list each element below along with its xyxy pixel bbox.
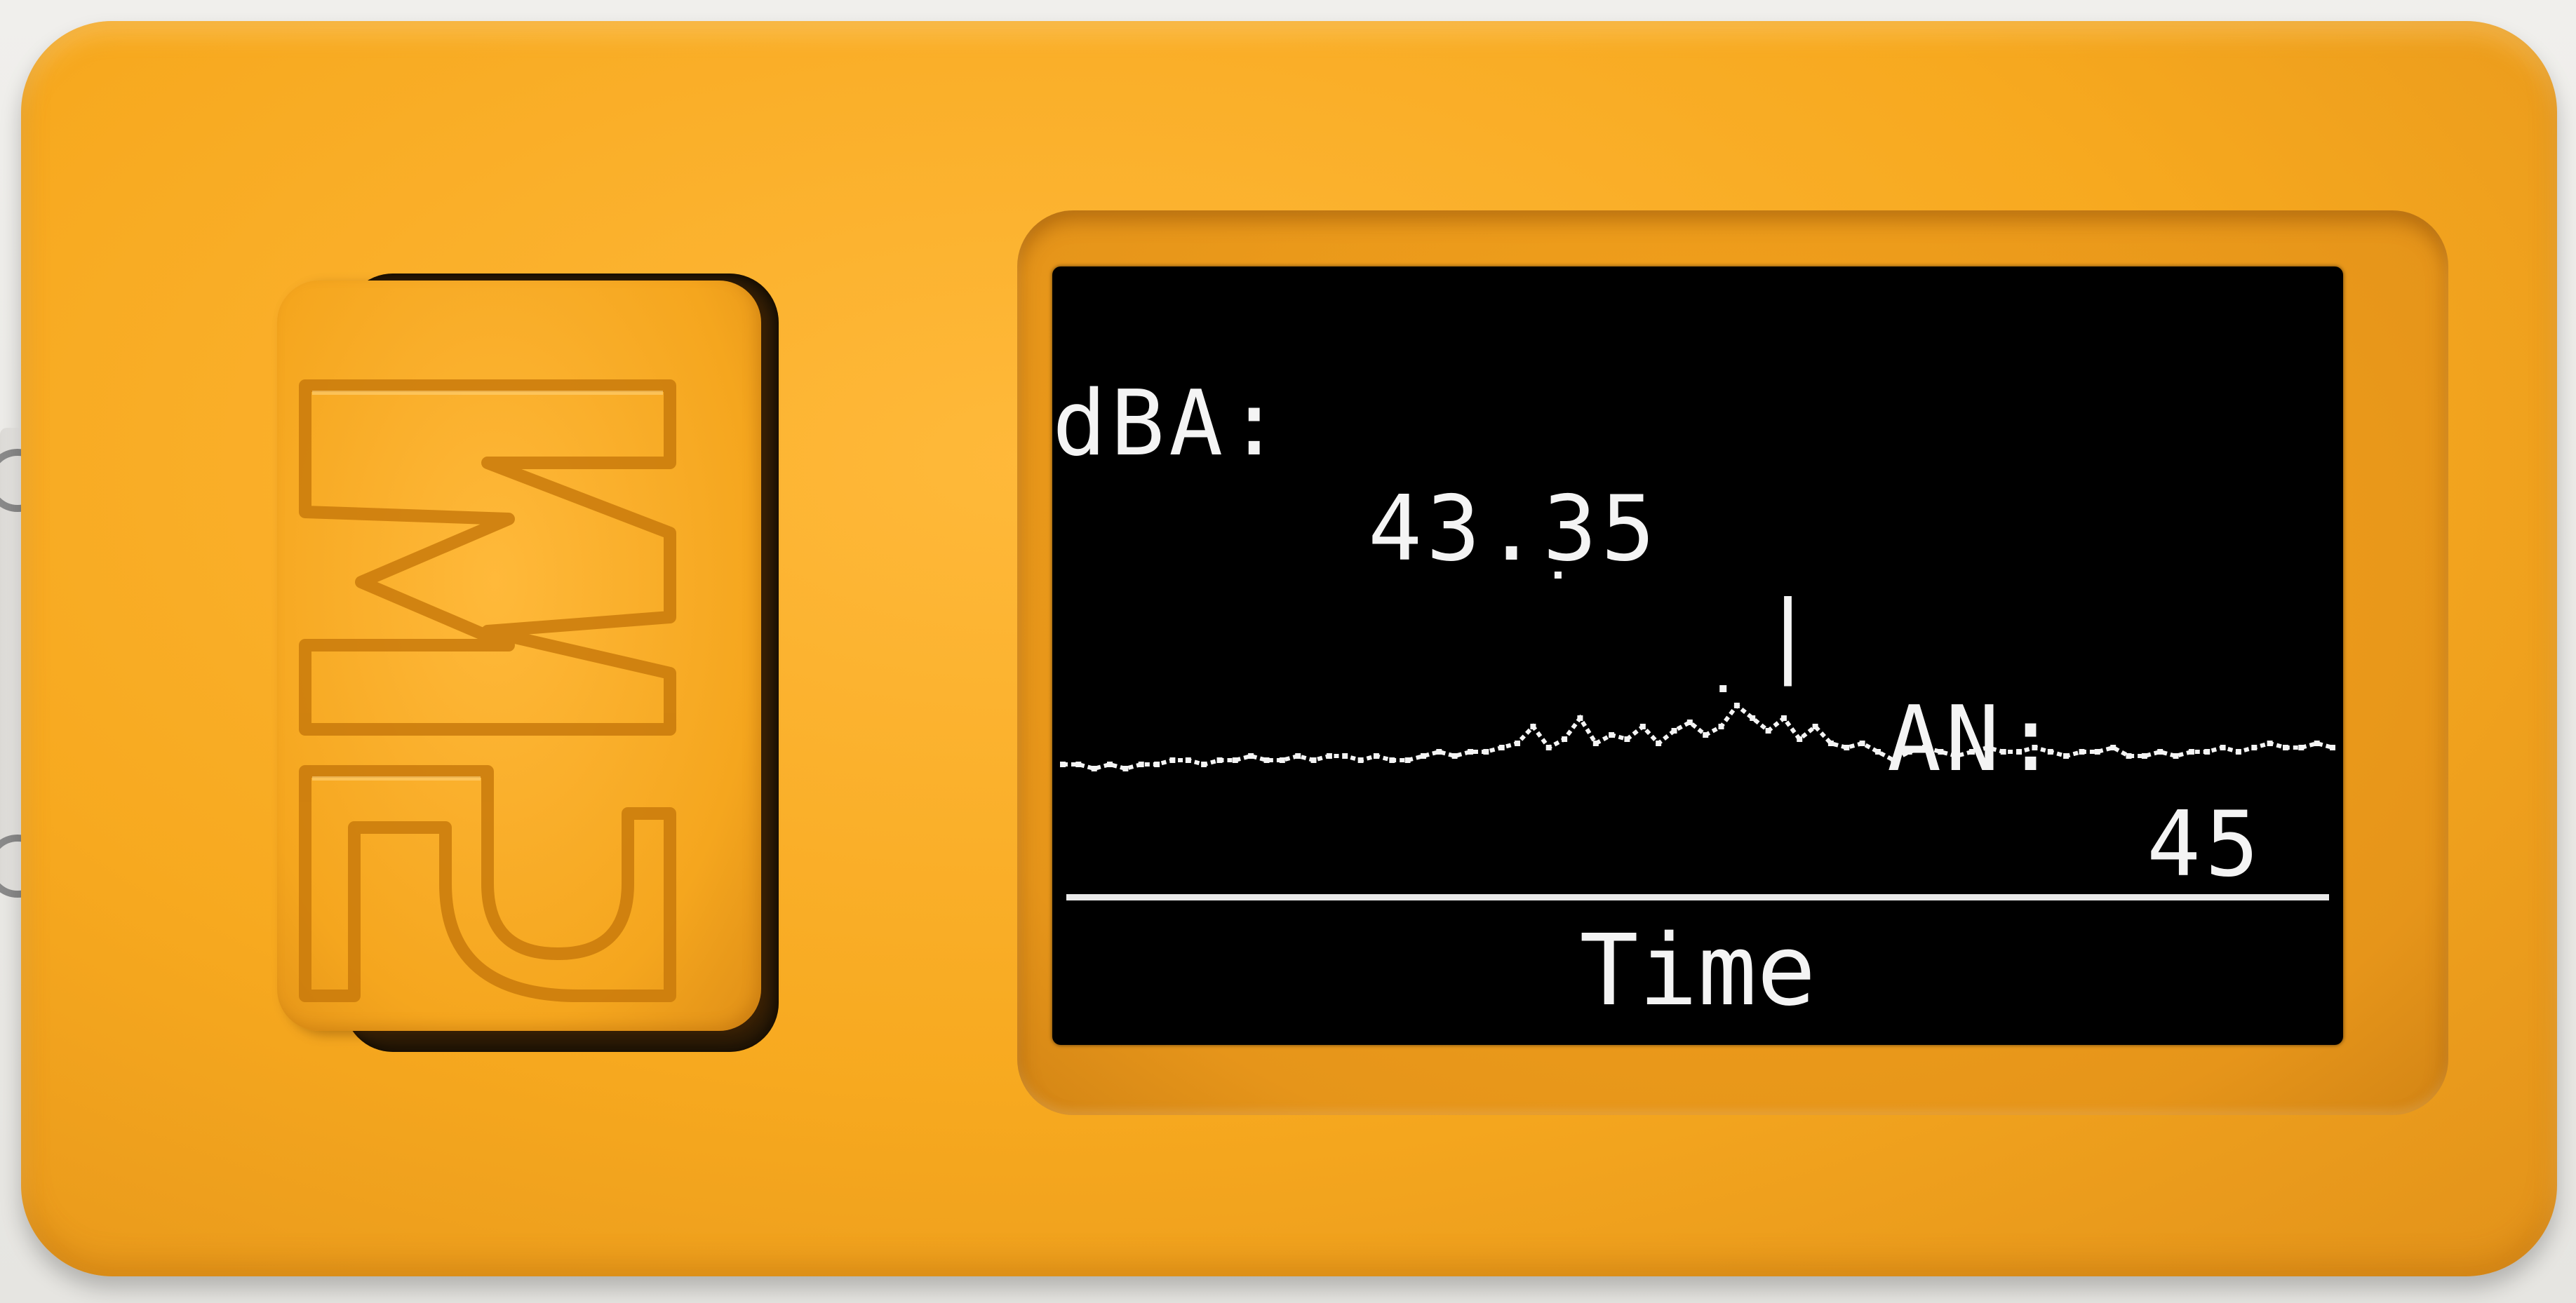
sample-point <box>2157 749 2164 755</box>
sample-point <box>2032 745 2038 750</box>
sample-point <box>2063 753 2069 759</box>
sample-point <box>1733 703 1740 708</box>
sample-point <box>1107 762 1113 767</box>
sample-point <box>1671 728 1677 734</box>
sample-point <box>1263 757 1270 763</box>
sample-point <box>1922 745 1928 750</box>
sound-level-series-line <box>1063 702 2333 771</box>
sample-point <box>2110 745 2117 750</box>
sample-point <box>1075 762 1082 767</box>
sample-point <box>1844 745 1850 750</box>
sample-point <box>1985 745 1991 750</box>
sample-point <box>2204 749 2211 755</box>
sample-point <box>2173 753 2179 759</box>
dba-label: dBA: <box>1052 372 1286 476</box>
sample-point <box>1389 757 1395 763</box>
sample-point <box>2330 745 2335 750</box>
sample-point <box>1765 728 1771 734</box>
sample-point <box>1609 732 1615 738</box>
sample-point <box>1827 741 1834 746</box>
sample-point <box>1891 757 1897 763</box>
sample-point <box>1624 736 1630 742</box>
sample-point <box>1686 720 1693 725</box>
sample-point <box>1201 762 1207 767</box>
lcd-screen: dBA: 43.35 | AN: 45 Time <box>1052 266 2343 1045</box>
m5-button[interactable] <box>277 281 761 1031</box>
sample-point <box>1592 741 1599 746</box>
an-label: AN: <box>1887 687 2062 792</box>
sample-point <box>2188 749 2194 755</box>
sample-point <box>1091 766 1097 771</box>
sample-point <box>2047 749 2053 755</box>
sample-point <box>1530 724 1536 729</box>
sample-point <box>2079 749 2085 755</box>
sample-point <box>1483 749 1489 755</box>
sample-point <box>1468 749 1473 755</box>
sample-point <box>1169 757 1176 763</box>
sample-point <box>2314 741 2320 746</box>
sample-point <box>1216 757 1223 763</box>
outlier-point <box>1554 572 1562 579</box>
sample-point <box>1357 757 1364 763</box>
sample-point <box>1279 757 1285 763</box>
readout-separator: | <box>1761 582 1820 687</box>
sample-point <box>2126 753 2132 759</box>
m5-logo-icon <box>299 379 676 1002</box>
sample-point <box>1703 732 1709 738</box>
sample-point <box>1906 749 1912 755</box>
sample-point <box>1122 766 1129 771</box>
sample-point <box>1812 724 1818 729</box>
sample-point <box>1953 753 1959 759</box>
sample-point <box>1436 749 1442 755</box>
sample-point <box>1451 753 1458 759</box>
sample-point <box>1326 753 1332 759</box>
sample-point <box>2220 745 2226 750</box>
sample-point <box>2283 745 2288 750</box>
sample-point <box>2016 749 2022 755</box>
sample-point <box>1562 736 1568 742</box>
sample-point <box>1248 753 1254 759</box>
sample-point <box>2251 745 2258 750</box>
sample-point <box>1750 715 1756 721</box>
sample-point <box>1295 753 1301 759</box>
sample-point <box>1154 762 1160 767</box>
x-axis-line <box>1066 894 2329 900</box>
sample-point <box>1969 749 1975 755</box>
outlier-point <box>1719 685 1727 692</box>
sample-point <box>1185 757 1191 763</box>
sample-point <box>2094 749 2100 755</box>
sample-point <box>1639 724 1646 729</box>
sample-point <box>2000 749 2006 755</box>
sample-point <box>1545 745 1552 750</box>
sample-point <box>1656 741 1662 746</box>
sample-point <box>1342 753 1348 759</box>
sample-point <box>1060 762 1066 767</box>
sample-point <box>1498 745 1505 750</box>
sample-point <box>1515 741 1520 746</box>
sample-point <box>1577 715 1583 721</box>
sample-point <box>1373 753 1379 759</box>
sample-point <box>2267 741 2273 746</box>
sample-point <box>1938 749 1944 755</box>
sample-point <box>1859 741 1865 746</box>
sample-point <box>2235 749 2241 755</box>
sample-point <box>1718 724 1724 729</box>
sample-point <box>1232 757 1238 763</box>
x-axis-label: Time <box>1579 914 1816 1028</box>
sample-point <box>1780 715 1787 721</box>
sample-point <box>1310 757 1317 763</box>
sample-point <box>1138 762 1144 767</box>
dba-value: 43.35 <box>1368 477 1660 581</box>
sample-point <box>1875 749 1881 755</box>
sample-point <box>2141 753 2147 759</box>
sample-point <box>2298 745 2305 750</box>
sound-level-chart <box>1060 572 2335 771</box>
an-value: 45 <box>2147 792 2264 897</box>
sample-point <box>1797 736 1803 742</box>
sample-point <box>1421 753 1426 759</box>
sample-point <box>1404 757 1411 763</box>
sound-level-readout: dBA: 43.35 | AN: 45 <box>1052 266 2343 897</box>
